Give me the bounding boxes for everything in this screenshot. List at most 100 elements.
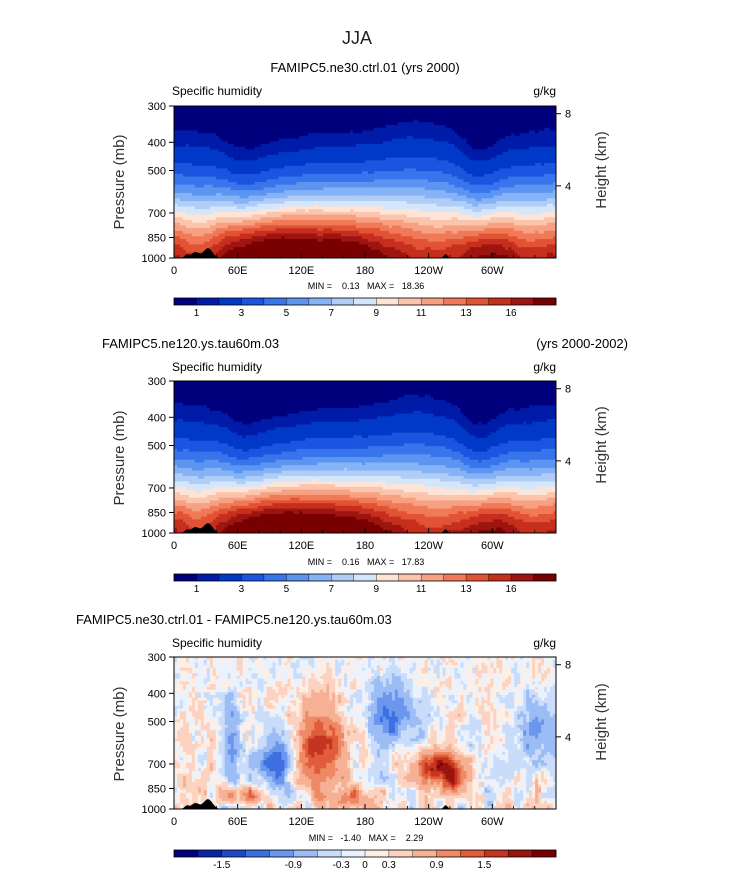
contour-cell bbox=[373, 524, 378, 533]
contour-cell bbox=[299, 381, 303, 412]
contour-cell bbox=[260, 381, 264, 420]
contour-cell bbox=[242, 451, 247, 461]
contour-cell bbox=[326, 220, 330, 226]
contour-cell bbox=[302, 165, 306, 175]
contour-cell bbox=[206, 738, 211, 747]
contour-cell bbox=[341, 481, 345, 488]
contour-cell bbox=[353, 500, 357, 507]
contour-cell bbox=[367, 462, 372, 471]
contour-cell bbox=[308, 190, 312, 196]
contour-cell bbox=[376, 446, 381, 458]
contour-cell bbox=[403, 503, 408, 512]
contour-cell bbox=[487, 497, 491, 504]
contour-cell bbox=[224, 154, 229, 169]
contour-cell bbox=[233, 492, 238, 499]
contour-cell bbox=[185, 508, 190, 515]
contour-cell bbox=[535, 459, 539, 469]
contour-cell bbox=[251, 489, 255, 496]
contour-cell bbox=[439, 220, 443, 229]
colorbar-label: 13 bbox=[461, 308, 473, 319]
contour-cell bbox=[242, 757, 247, 764]
contour-cell bbox=[236, 225, 241, 232]
contour-cell bbox=[176, 667, 181, 674]
contour-cell bbox=[448, 192, 452, 199]
contour-cell bbox=[439, 190, 443, 199]
contour-cell bbox=[409, 203, 414, 210]
contour-cell bbox=[332, 211, 336, 215]
contour-cell bbox=[206, 408, 211, 425]
contour-cell bbox=[174, 163, 178, 175]
contour-cell bbox=[242, 478, 247, 485]
contour-cell bbox=[406, 122, 411, 137]
contour-cell bbox=[365, 419, 369, 439]
contour-cell bbox=[532, 440, 536, 452]
contour-cell bbox=[385, 435, 390, 447]
contour-cell bbox=[230, 446, 235, 458]
contour-cell bbox=[350, 500, 354, 507]
contour-cell bbox=[209, 505, 214, 515]
contour-cell bbox=[526, 424, 530, 442]
contour-cell bbox=[230, 241, 235, 251]
contour-cell bbox=[550, 252, 554, 258]
contour-cell bbox=[254, 708, 258, 712]
contour-cell bbox=[451, 192, 455, 202]
contour-cell bbox=[463, 236, 467, 245]
contour-cell bbox=[493, 503, 497, 509]
contour-cell bbox=[188, 754, 193, 758]
contour-cell bbox=[239, 703, 244, 707]
contour-cell bbox=[463, 527, 467, 533]
contour-cell bbox=[481, 214, 485, 221]
contour-cell bbox=[472, 192, 476, 199]
contour-cell bbox=[421, 473, 426, 480]
contour-cell bbox=[490, 503, 494, 509]
contour-cell bbox=[224, 695, 229, 726]
contour-cell bbox=[418, 397, 423, 412]
contour-cell bbox=[511, 492, 515, 501]
contour-cell bbox=[391, 495, 396, 504]
contour-cell bbox=[505, 239, 509, 251]
contour-cell bbox=[457, 149, 461, 167]
contour-cell bbox=[245, 459, 250, 466]
contour-cell bbox=[236, 700, 241, 704]
contour-cell bbox=[299, 448, 303, 461]
contour-cell bbox=[236, 421, 241, 436]
contour-cell bbox=[254, 798, 258, 804]
contour-cell bbox=[347, 457, 351, 463]
contour-cell bbox=[224, 206, 229, 213]
contour-cell bbox=[365, 222, 369, 229]
contour-cell bbox=[412, 470, 417, 480]
contour-cell bbox=[185, 163, 190, 177]
contour-cell bbox=[388, 179, 393, 188]
contour-cell bbox=[475, 211, 479, 218]
contour-cell bbox=[347, 462, 351, 471]
contour-cell bbox=[520, 505, 524, 515]
contour-cell bbox=[263, 454, 267, 463]
contour-cell bbox=[323, 470, 327, 477]
contour-cell bbox=[194, 497, 199, 504]
contour-cell bbox=[248, 211, 252, 218]
contour-cell bbox=[463, 519, 467, 528]
contour-cell bbox=[341, 146, 345, 164]
contour-cell bbox=[406, 179, 411, 188]
contour-cell bbox=[221, 211, 226, 218]
contour-cell bbox=[314, 182, 318, 191]
contour-cell bbox=[457, 476, 461, 482]
contour-cell bbox=[427, 203, 432, 213]
y-tick-label: 400 bbox=[148, 137, 166, 149]
contour-cell bbox=[529, 220, 533, 226]
contour-cell bbox=[484, 228, 488, 234]
contour-cell bbox=[212, 187, 217, 196]
contour-cell bbox=[260, 432, 264, 447]
contour-cell bbox=[281, 198, 285, 205]
contour-cell bbox=[215, 481, 220, 488]
contour-cell bbox=[191, 184, 196, 196]
contour-cell bbox=[496, 206, 500, 213]
contour-cell bbox=[227, 249, 232, 258]
contour-cell bbox=[242, 190, 247, 199]
contour-cell bbox=[535, 522, 539, 533]
contour-cell bbox=[269, 462, 273, 469]
contour-cell bbox=[436, 400, 441, 417]
contour-cell bbox=[511, 206, 515, 213]
contour-cell bbox=[478, 184, 482, 194]
contour-cell bbox=[257, 432, 261, 450]
